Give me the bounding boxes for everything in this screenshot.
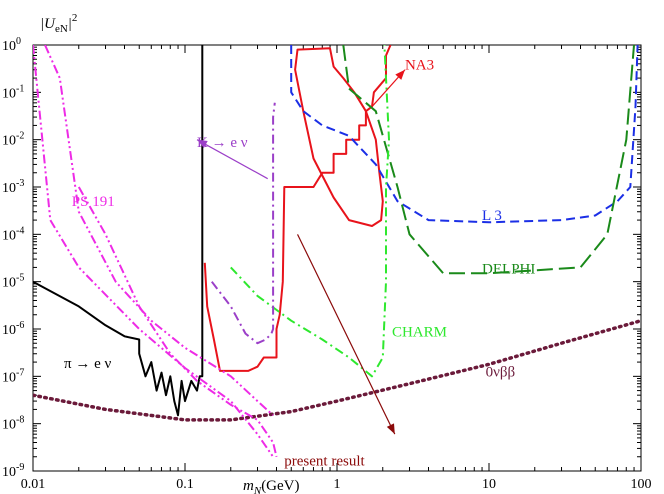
y-tick-label: 10-1 [2,83,24,101]
x-tick-label: 0.1 [176,477,194,492]
arrows-layer [196,69,406,435]
series-line [290,45,639,224]
series-line [77,186,278,458]
annotation-label: NA3 [405,58,434,74]
arrow-head [395,69,405,80]
arrow-line [196,139,268,180]
series-line [342,45,635,275]
y-tick-label: 10-6 [2,320,24,338]
arrow-head [386,423,395,435]
series-layer [33,45,641,458]
plot-frame [32,44,642,472]
series-line [230,45,390,378]
arrow-line [296,234,396,435]
series-line [211,102,276,345]
x-tick-label: 100 [631,477,652,492]
x-tick-labels: 0.01 0.1 1 10 100 [21,477,652,492]
y-tick-label: 10-3 [2,178,24,196]
annotation-label: PS 191 [72,194,115,210]
annotation-label: K → e ν [197,135,248,151]
x-tick-label: 10 [482,477,496,492]
x-axis-title: mN(GeV) [243,478,300,494]
annotation-label: L 3 [482,208,502,224]
annotation-label: π → e ν [64,356,111,372]
series-line [33,45,274,458]
y-tick-label: 100 [2,36,21,54]
series-line [44,45,274,417]
axis-ticks [32,45,641,472]
annotation-label: DELPHI [482,261,535,277]
y-tick-label: 10-7 [2,367,24,385]
annotation-label: present result [284,454,365,470]
series-line [294,47,384,227]
annotation-label: CHARM [392,324,447,340]
arrow-head [197,139,208,149]
x-tick-label: 1 [334,477,341,492]
y-tick-label: 10-5 [2,273,24,291]
annotation-label: 0νββ [486,364,516,380]
y-tick-label: 10-8 [2,415,24,433]
series-line [33,318,641,422]
series-line [33,45,204,417]
annotations-layer: NA3 L 3 DELPHI CHARM 0νββ π → e ν K → e ν PS 19… [64,58,535,470]
y-tick-label: 10-4 [2,225,24,243]
series-line [203,45,392,372]
x-tick-label: 0.01 [21,477,46,492]
y-axis-title: |UeN|2 [40,12,77,35]
y-tick-label: 10-2 [2,131,24,149]
